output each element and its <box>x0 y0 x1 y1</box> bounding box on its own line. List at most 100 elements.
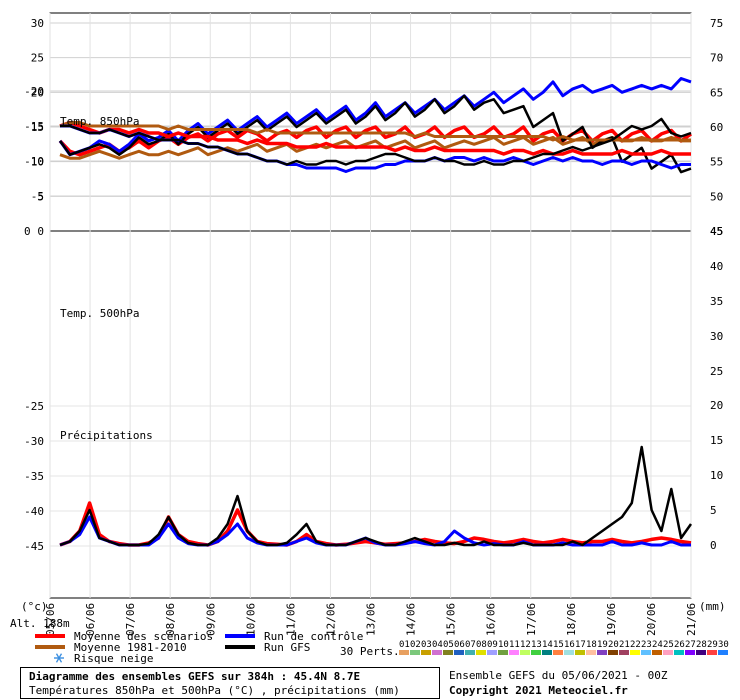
pert-number-label: 04 <box>432 640 443 650</box>
pert-color-swatch <box>509 650 519 655</box>
y-left-tick-label: 0 <box>37 225 44 238</box>
series-line-temp850 <box>58 77 692 157</box>
pert-number-label: 17 <box>575 640 586 650</box>
right-unit-label: (mm) <box>699 600 726 613</box>
pert-number-label: 22 <box>630 640 641 650</box>
y-left-tick-label: -35 <box>24 470 44 483</box>
pert-color-swatch <box>586 650 596 655</box>
diagram-title: Diagramme des ensembles GEFS sur 384h : … <box>29 670 361 683</box>
pert-color-swatch <box>454 650 464 655</box>
date-tick-label: 08/06 <box>164 603 177 636</box>
pert-color-swatch <box>443 650 453 655</box>
y-left-tick-label: 25 <box>31 52 44 65</box>
pert-number-label: 11 <box>509 640 520 650</box>
pert-number-label: 07 <box>465 640 476 650</box>
pert-color-swatch <box>432 650 442 655</box>
pert-number-label: 30 <box>718 640 729 650</box>
pert-number-label: 18 <box>586 640 597 650</box>
pert-number-label: 09 <box>487 640 498 650</box>
pert-color-swatch <box>663 650 673 655</box>
y-right-tick-label: 75 <box>710 17 723 30</box>
pert-number-label: 26 <box>674 640 685 650</box>
run-info: Ensemble GEFS du 05/06/2021 - 00Z <box>449 669 668 682</box>
diagram-info-box: Diagramme des ensembles GEFS sur 384h : … <box>20 667 440 699</box>
pert-color-swatch <box>696 650 706 655</box>
series-line-temp500 <box>60 117 692 166</box>
series-line-precip <box>59 445 693 547</box>
pert-color-swatch <box>641 650 651 655</box>
y-left-tick-label: 20 <box>31 86 44 99</box>
y-right-tick-label: 65 <box>710 86 723 99</box>
pert-color-swatch <box>487 650 497 655</box>
series-line-precip <box>59 515 691 547</box>
pert-number-label: 06 <box>454 640 465 650</box>
y-right-tick-label: 70 <box>710 52 723 65</box>
pert-color-swatch <box>465 650 475 655</box>
y-right-tick-label: 45 <box>710 225 723 238</box>
y-right-tick-label: 55 <box>710 156 723 169</box>
series-layer <box>58 77 693 547</box>
pert-color-swatch <box>542 650 552 655</box>
pert-number-label: 03 <box>421 640 432 650</box>
pert-number-label: 01 <box>399 640 410 650</box>
y-right-tick-label: 20 <box>710 399 723 412</box>
pert-number-label: 10 <box>498 640 509 650</box>
pert-color-swatch <box>707 650 717 655</box>
pert-number-label: 24 <box>652 640 663 650</box>
date-tick-label: 05/06 <box>44 603 57 636</box>
pert-color-swatch <box>652 650 662 655</box>
date-tick-label: 18/06 <box>565 603 578 636</box>
legend-label-snow: Risque neige <box>74 652 153 665</box>
y-left-tick-label: 0 <box>24 225 31 238</box>
pert-color-swatch <box>476 650 486 655</box>
pert-color-swatch <box>498 650 508 655</box>
y-left-tick-label: -20 <box>24 85 44 98</box>
y-left-tick-label: -10 <box>24 155 44 168</box>
series-line-temp500 <box>59 120 691 156</box>
pert-color-swatch <box>608 650 618 655</box>
pert-color-swatch <box>674 650 684 655</box>
pert-number-label: 05 <box>443 640 454 650</box>
date-tick-label: 15/06 <box>445 603 458 636</box>
pert-number-label: 21 <box>619 640 630 650</box>
date-tick-label: 07/06 <box>124 603 137 636</box>
y-left-tick-label: 10 <box>31 156 44 169</box>
snowflake-icon <box>54 653 64 663</box>
label-temp850: Temp. 850hPa <box>60 115 139 128</box>
y-left-tick-label: 5 <box>37 190 44 203</box>
copyright: Copyright 2021 Meteociel.fr <box>449 684 628 697</box>
label-precip: Précipitations <box>60 429 153 442</box>
date-tick-label: 21/06 <box>685 603 698 636</box>
pert-color-swatch <box>597 650 607 655</box>
y-right-tick-label: 30 <box>710 330 723 343</box>
y-right-tick-label: 15 <box>710 434 723 447</box>
y-right-tick-label: 45 <box>710 225 723 238</box>
date-tick-label: 17/06 <box>525 603 538 636</box>
altitude-label: Alt. 188m <box>10 617 70 630</box>
date-tick-label: 09/06 <box>204 603 217 636</box>
pert-color-swatch <box>564 650 574 655</box>
pert-number-label: 12 <box>520 640 531 650</box>
pert-number-label: 25 <box>663 640 674 650</box>
perts-label: 30 Perts. <box>340 645 400 658</box>
pert-number-label: 19 <box>597 640 608 650</box>
pert-number-label: 02 <box>410 640 421 650</box>
pert-color-swatch <box>718 650 728 655</box>
pert-number-label: 28 <box>696 640 707 650</box>
legend-label-gfs: Run GFS <box>264 641 310 654</box>
y-right-tick-label: 45 <box>710 225 723 238</box>
pert-color-swatch <box>685 650 695 655</box>
pert-color-swatch <box>410 650 420 655</box>
y-right-tick-label: 0 <box>710 539 717 552</box>
pert-color-swatch <box>553 650 563 655</box>
y-left-tick-label: -5 <box>31 190 44 203</box>
pert-color-swatch <box>520 650 530 655</box>
y-left-tick-label: -40 <box>24 505 44 518</box>
date-tick-label: 11/06 <box>284 603 297 636</box>
pert-number-label: 14 <box>542 640 553 650</box>
diagram-subtitle: Températures 850hPa et 500hPa (°C) , pré… <box>29 684 400 697</box>
y-right-tick-label: 60 <box>710 121 723 134</box>
y-left-tick-label: 30 <box>31 17 44 30</box>
